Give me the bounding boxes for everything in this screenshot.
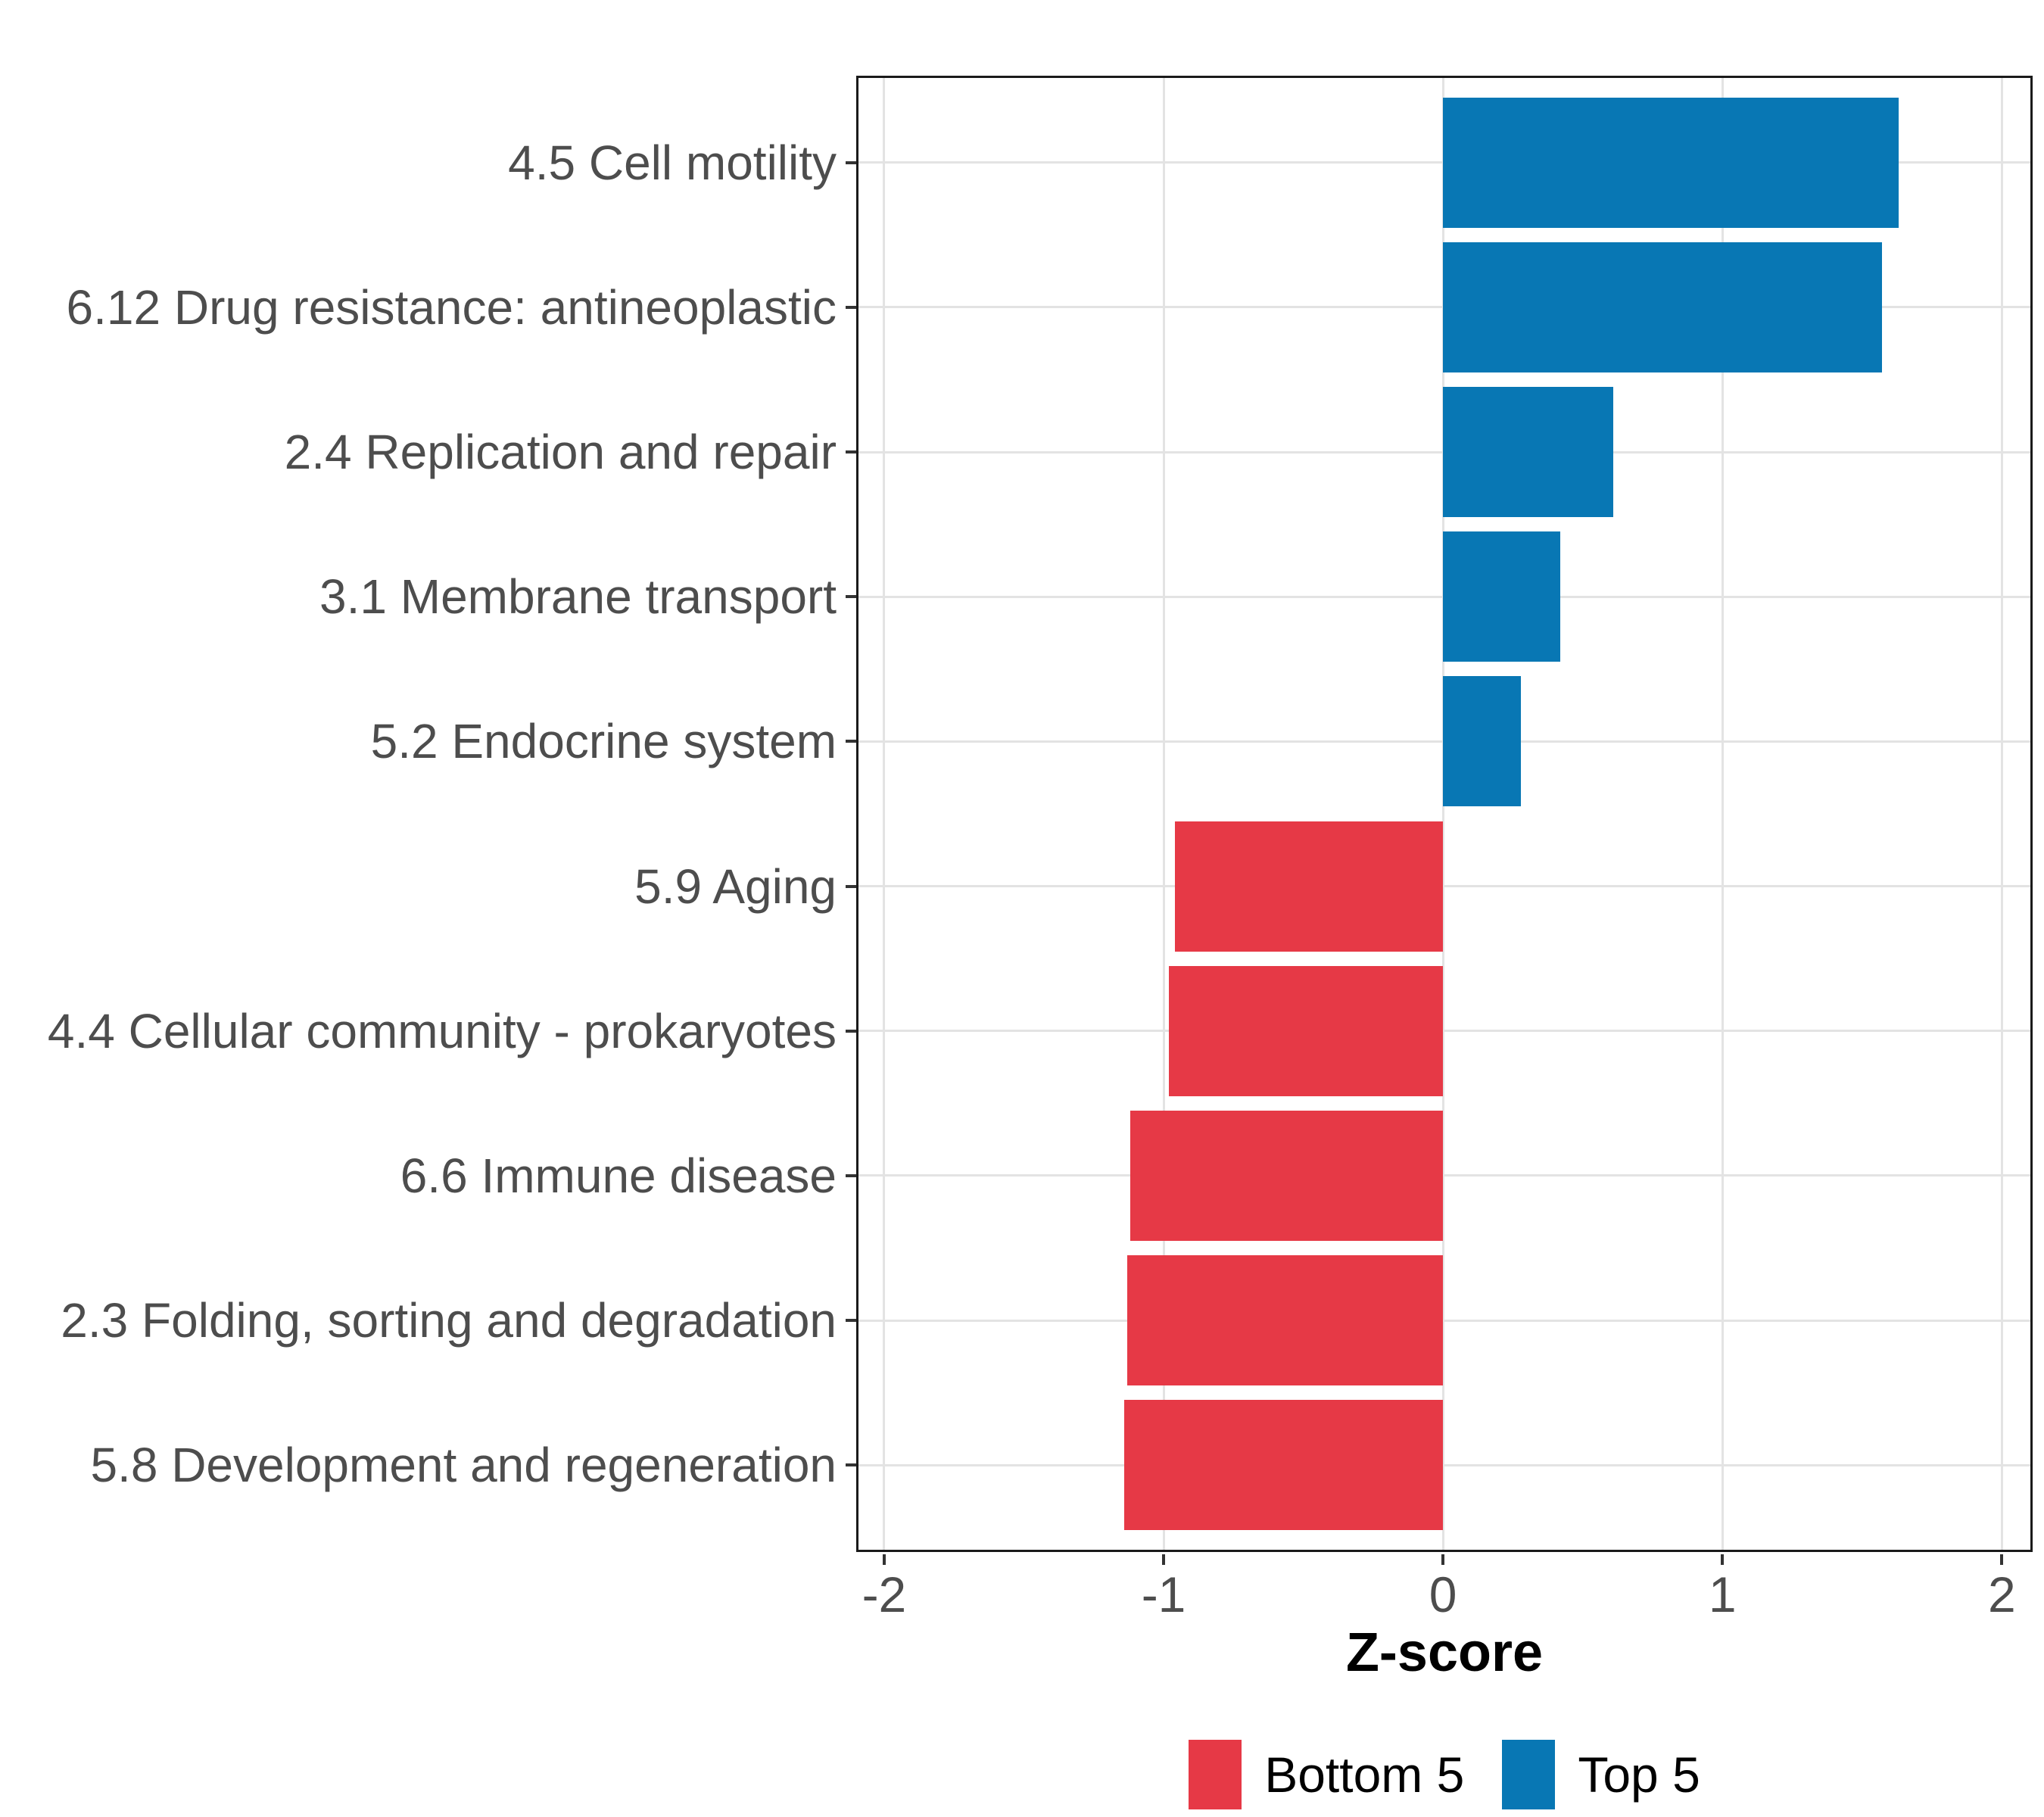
x-tick-label--1: -1 — [1141, 1566, 1186, 1622]
y-axis-label-1: 4.5 Cell motility — [508, 135, 837, 190]
gridline-x-2 — [2000, 76, 2003, 1552]
gridline-y — [856, 885, 2033, 888]
x-tick-label-2: 2 — [1988, 1566, 2016, 1622]
x-tick-mark — [882, 1554, 886, 1565]
x-tick-label--2: -2 — [862, 1566, 907, 1622]
y-tick-mark — [846, 884, 856, 888]
bar-6 — [1174, 821, 1444, 952]
y-axis-label-8: 6.6 Immune disease — [400, 1148, 837, 1203]
y-tick-mark — [846, 1463, 856, 1467]
legend-swatch — [1189, 1740, 1242, 1809]
bar-1 — [1443, 97, 1899, 228]
y-tick-mark — [846, 595, 856, 599]
gridline-y — [856, 1319, 2033, 1322]
legend-swatch — [1502, 1740, 1556, 1809]
bar-4 — [1443, 531, 1561, 662]
gridline-y — [856, 1174, 2033, 1177]
y-axis-label-9: 2.3 Folding, sorting and degradation — [61, 1293, 837, 1348]
y-tick-mark — [846, 740, 856, 743]
x-axis-title: Z-score — [1345, 1622, 1544, 1683]
y-axis-label-3: 2.4 Replication and repair — [284, 425, 837, 480]
y-axis-label-5: 5.2 Endocrine system — [370, 714, 837, 769]
gridline-x-1 — [1721, 76, 1724, 1552]
y-axis-label-4: 3.1 Membrane transport — [319, 569, 837, 625]
bar-8 — [1129, 1110, 1444, 1241]
legend-item-1: Bottom 5 — [1189, 1740, 1464, 1809]
y-tick-mark — [846, 1173, 856, 1177]
bar-2 — [1443, 242, 1882, 372]
y-axis-label-6: 5.9 Aging — [634, 859, 837, 914]
y-axis-label-2: 6.12 Drug resistance: antineoplastic — [66, 279, 837, 335]
y-axis-label-10: 5.8 Development and regeneration — [90, 1438, 837, 1493]
y-tick-mark — [846, 305, 856, 309]
y-axis-label-7: 4.4 Cellular community - prokaryotes — [47, 1003, 837, 1058]
x-tick-mark — [1721, 1554, 1725, 1565]
legend: Bottom 5 Top 5 — [856, 1740, 2033, 1809]
x-tick-mark — [2000, 1554, 2004, 1565]
bar-10 — [1124, 1400, 1444, 1531]
gridline-y — [856, 1030, 2033, 1033]
bar-3 — [1443, 387, 1614, 518]
legend-label: Bottom 5 — [1264, 1747, 1465, 1803]
x-tick-label-0: 0 — [1429, 1566, 1457, 1622]
legend-label: Top 5 — [1578, 1747, 1700, 1803]
y-tick-mark — [846, 161, 856, 164]
x-tick-mark — [1441, 1554, 1445, 1565]
bar-5 — [1443, 676, 1522, 807]
y-tick-mark — [846, 1319, 856, 1323]
bar-7 — [1169, 965, 1444, 1096]
x-tick-label-1: 1 — [1708, 1566, 1737, 1622]
legend-item-2: Top 5 — [1502, 1740, 1700, 1809]
plot-panel — [856, 76, 2033, 1552]
y-tick-mark — [846, 450, 856, 454]
gridline-x--2 — [883, 76, 886, 1552]
gridline-y — [856, 1463, 2033, 1466]
x-tick-mark — [1162, 1554, 1166, 1565]
gridline-x--1 — [1162, 76, 1165, 1552]
y-tick-mark — [846, 1029, 856, 1033]
bar-9 — [1127, 1255, 1444, 1386]
gridline-x-0 — [1441, 76, 1444, 1552]
